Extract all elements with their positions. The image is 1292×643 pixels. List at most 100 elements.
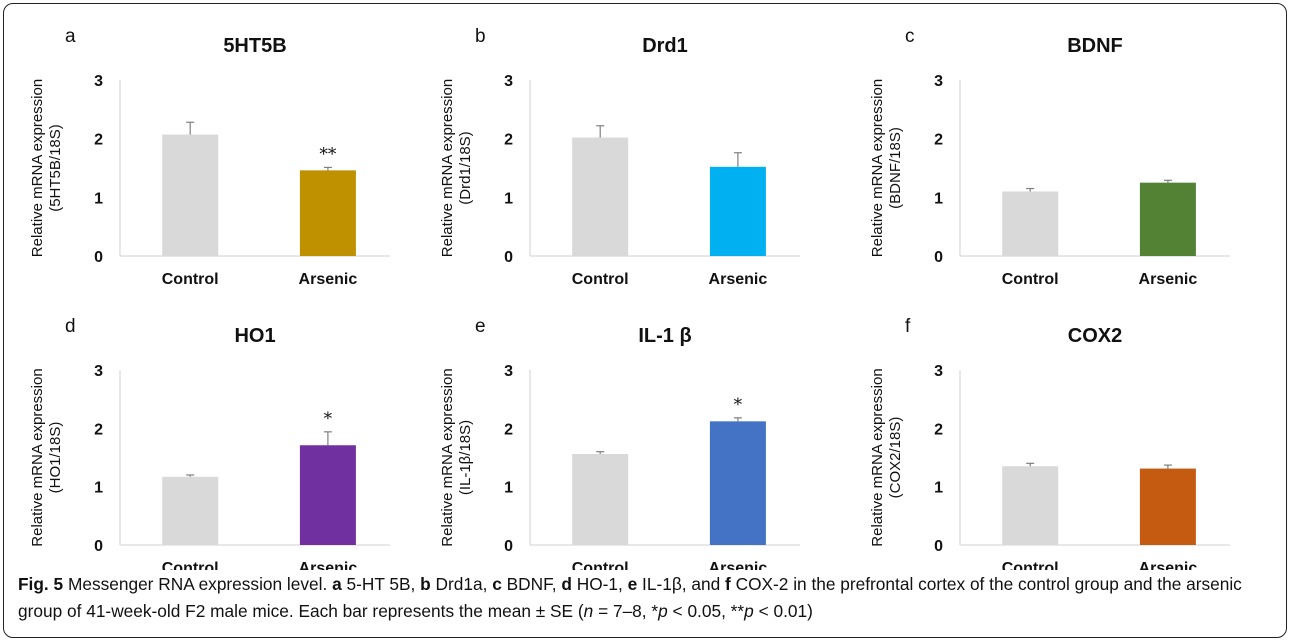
y-tick-label: 2	[934, 132, 943, 149]
y-tick-label: 0	[934, 249, 943, 266]
chart-panel-b: b Drd1 Relative mRNA expression (Drd1/18S) 0…	[439, 26, 800, 288]
y-tick-label: 1	[934, 190, 943, 207]
panel-letter: f	[905, 316, 911, 337]
y-tick-label: 0	[94, 538, 103, 555]
chart-panel-d: d HO1 Relative mRNA expression (HO1/18S) 0 1 2…	[29, 316, 390, 570]
caption-part: c	[492, 574, 502, 594]
y-tick-label: 3	[94, 363, 103, 380]
chart-title: COX2	[1068, 325, 1122, 347]
x-tick-label: Arsenic	[299, 560, 358, 570]
y-tick-label: 3	[504, 73, 513, 90]
bar-control	[162, 476, 219, 545]
caption-part: a	[332, 574, 342, 594]
y-tick-label: 3	[934, 363, 943, 380]
caption-part: p	[658, 601, 668, 621]
y-axis-label: (Drd1/18S)	[457, 131, 474, 204]
caption-part: < 0.01)	[753, 601, 813, 621]
x-tick-label: Arsenic	[1139, 560, 1198, 570]
caption-part: d	[561, 574, 572, 594]
chart-title: Drd1	[642, 35, 688, 57]
x-tick-label: Arsenic	[1139, 271, 1198, 288]
y-tick-label: 0	[504, 249, 513, 266]
y-axis-label: (5HT5B/18S)	[47, 124, 64, 212]
bar-arsenic	[1139, 468, 1196, 545]
caption-part: BDNF,	[501, 574, 562, 594]
y-axis-label: Relative mRNA expression	[29, 79, 46, 257]
y-axis-label: (IL-1β/18S)	[457, 420, 474, 495]
x-tick-label: Control	[572, 271, 629, 288]
significance-mark: *	[324, 409, 333, 429]
y-tick-label: 0	[504, 538, 513, 555]
panel-letter: d	[65, 316, 76, 337]
bar-arsenic	[1139, 182, 1196, 256]
caption-fig-label: Fig. 5	[18, 574, 64, 594]
chart-title: IL-1 β	[638, 325, 691, 347]
caption-part: b	[420, 574, 431, 594]
bar-arsenic	[709, 421, 766, 545]
bar-control	[1002, 466, 1059, 545]
y-axis-label: Relative mRNA expression	[439, 368, 456, 546]
bar-arsenic	[299, 170, 356, 256]
figure-caption: Fig. 5 Messenger RNA expression level. a…	[18, 571, 1280, 625]
y-tick-label: 0	[94, 249, 103, 266]
y-tick-label: 2	[934, 421, 943, 438]
y-tick-label: 1	[504, 480, 513, 497]
panel-letter: a	[65, 26, 76, 47]
x-tick-label: Arsenic	[709, 560, 768, 570]
bar-control	[572, 454, 629, 545]
y-tick-label: 2	[504, 132, 513, 149]
x-tick-label: Control	[572, 560, 629, 570]
y-tick-label: 3	[934, 73, 943, 90]
bar-arsenic	[709, 166, 766, 256]
y-axis-label: (BDNF/18S)	[887, 127, 904, 209]
chart-title: HO1	[234, 325, 275, 347]
chart-title: BDNF	[1067, 35, 1123, 57]
panel-letter: b	[475, 26, 486, 47]
panel-letter: e	[475, 316, 486, 337]
bar-arsenic	[299, 445, 356, 545]
y-axis-label: (HO1/18S)	[47, 422, 64, 494]
x-tick-label: Arsenic	[709, 271, 768, 288]
y-tick-label: 1	[504, 190, 513, 207]
caption-part: HO-1,	[571, 574, 628, 594]
bar-control	[1002, 191, 1059, 256]
chart-panel-f: f COX2 Relative mRNA expression (COX2/18S) 0…	[869, 316, 1230, 570]
caption-part: e	[627, 574, 638, 594]
caption-part: COX-2 in the prefrontal cortex of the co…	[18, 574, 1242, 621]
caption-part: Messenger RNA expression level.	[63, 574, 333, 594]
y-axis-label: Relative mRNA expression	[439, 79, 456, 257]
y-tick-label: 2	[504, 421, 513, 438]
caption-part: < 0.05, **	[667, 601, 745, 621]
x-tick-label: Control	[162, 271, 219, 288]
chart-panel-c: c BDNF Relative mRNA expression (BDNF/18S) 0…	[869, 26, 1230, 288]
chart-panel-e: e IL-1 β Relative mRNA expression (IL-1β/18…	[439, 316, 800, 570]
bar-control	[572, 137, 629, 256]
y-tick-label: 3	[504, 363, 513, 380]
caption-part: 5-HT 5B,	[341, 574, 421, 594]
caption-part: = 7–8, *	[593, 601, 659, 621]
y-tick-label: 0	[934, 538, 943, 555]
y-axis-label: Relative mRNA expression	[869, 79, 886, 257]
y-axis-label: Relative mRNA expression	[869, 368, 886, 546]
x-tick-label: Arsenic	[299, 271, 358, 288]
significance-mark: **	[319, 144, 337, 164]
caption-part: n	[583, 601, 594, 621]
significance-mark: *	[734, 395, 743, 415]
y-tick-label: 1	[94, 190, 103, 207]
caption-part: Drd1a,	[430, 574, 493, 594]
x-tick-label: Control	[1002, 560, 1059, 570]
x-tick-label: Control	[1002, 271, 1059, 288]
y-tick-label: 1	[934, 480, 943, 497]
y-axis-label: Relative mRNA expression	[29, 368, 46, 546]
bar-control	[162, 134, 219, 256]
x-tick-label: Control	[162, 560, 219, 570]
caption-body: Messenger RNA expression level. a 5-HT 5…	[18, 574, 1242, 621]
figure-frame	[3, 3, 1287, 638]
y-tick-label: 3	[94, 73, 103, 90]
caption-part: f	[725, 574, 731, 594]
caption-part: p	[744, 601, 754, 621]
y-tick-label: 2	[94, 421, 103, 438]
chart-title: 5HT5B	[223, 35, 286, 57]
y-tick-label: 2	[94, 132, 103, 149]
